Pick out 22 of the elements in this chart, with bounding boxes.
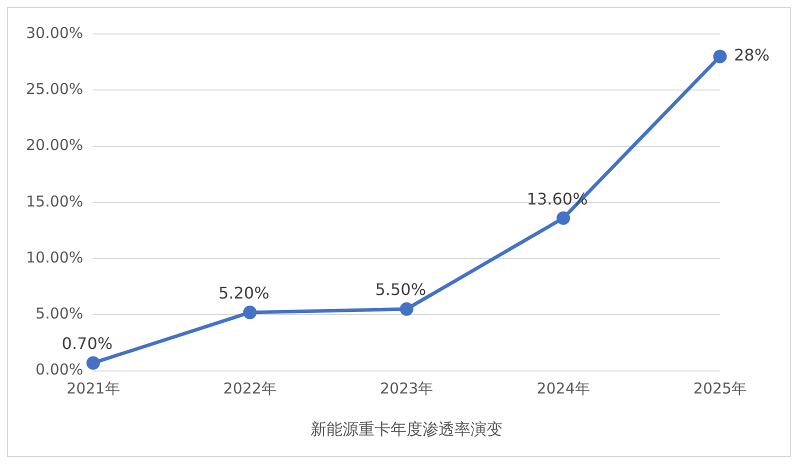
point (556, 211, 570, 225)
data-label: 0.70% (62, 334, 113, 354)
x-tick-label: 2022年 (223, 380, 276, 398)
x-tick-label: 2025年 (693, 380, 747, 398)
x-axis-title: 新能源重卡年度渗透率演变 (310, 420, 503, 439)
point (400, 302, 414, 316)
y-tick-label: 30.00% (26, 24, 84, 42)
y-tick-label: 15.00% (26, 192, 84, 210)
y-tick-label: 5.00% (36, 304, 84, 323)
x-tick-label: 2021年 (66, 380, 120, 398)
y-tick-label: 20.00% (26, 136, 84, 154)
data-label: 5.50% (375, 280, 426, 300)
y-tick-label: 25.00% (26, 80, 84, 98)
data-label: 5.20% (218, 284, 270, 303)
point (86, 356, 100, 370)
y-tick-label: 0.00% (36, 360, 84, 379)
point (243, 306, 257, 320)
x-tick-label: 2024年 (536, 380, 590, 398)
y-tick-label: 10.00% (26, 248, 84, 266)
point (713, 50, 727, 64)
x-tick-label: 2023年 (380, 380, 434, 398)
data-label: 28% (734, 46, 770, 65)
